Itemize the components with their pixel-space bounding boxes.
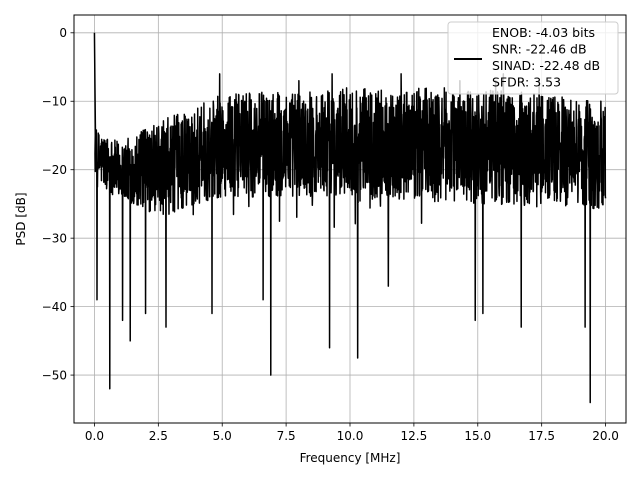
x-tick-label: 5.0 — [213, 429, 232, 443]
legend-box — [447, 21, 619, 95]
psd-series-line — [93, 32, 607, 404]
legend-entry-line: SNR: -22.46 dB — [492, 42, 587, 57]
legend-entry-line: SFDR: 3.53 — [492, 75, 561, 90]
legend-entry-line: SINAD: -22.48 dB — [492, 58, 600, 73]
ticks-layer: 0.0 2.5 5.0 7.5 10.0 12.5 15.0 17.5 20.0 0 −10 −20 −… — [42, 26, 619, 443]
x-tick-label: 0.0 — [85, 429, 104, 443]
x-tick-label: 2.5 — [149, 429, 168, 443]
x-tick-label: 20.0 — [592, 429, 619, 443]
x-tick-label: 10.0 — [337, 429, 364, 443]
series-layer — [93, 32, 607, 404]
y-tick-label: −50 — [42, 368, 67, 382]
y-tick-label: −40 — [42, 300, 67, 314]
x-axis-label: Frequency [MHz] — [300, 451, 401, 465]
y-tick-label: −20 — [42, 163, 67, 177]
y-axis-label: PSD [dB] — [14, 192, 28, 245]
y-tick-label: −30 — [42, 231, 67, 245]
x-tick-label: 12.5 — [401, 429, 428, 443]
legend-entry-line: ENOB: -4.03 bits — [492, 25, 595, 40]
y-tick-label: 0 — [59, 26, 67, 40]
x-tick-label: 7.5 — [277, 429, 296, 443]
y-tick-label: −10 — [42, 95, 67, 109]
x-tick-label: 15.0 — [464, 429, 491, 443]
x-tick-label: 17.5 — [528, 429, 555, 443]
